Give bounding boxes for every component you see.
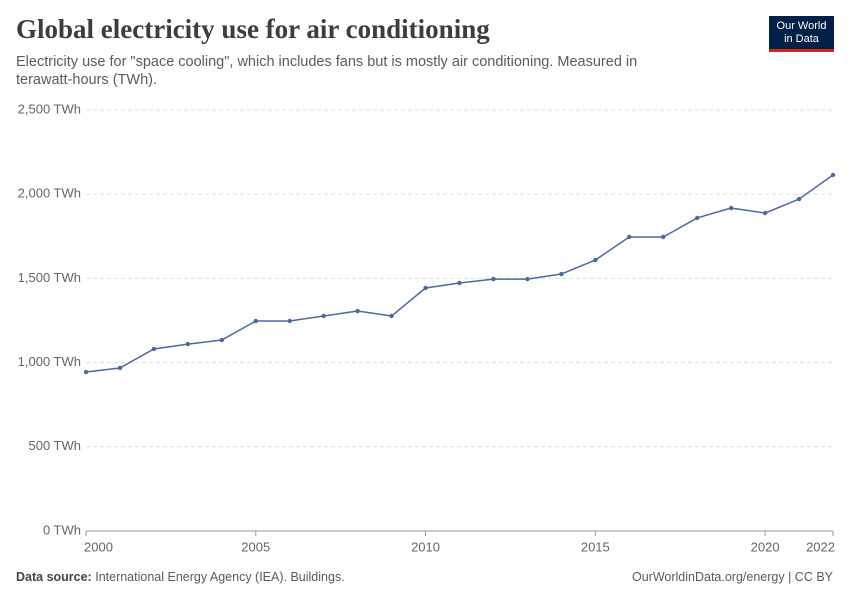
logo-line: Our World [776,20,827,32]
y-tick-label: 2,000 TWh [18,186,81,201]
footer-source: Data source: International Energy Agency… [16,570,345,584]
chart-title: Global electricity use for air condition… [16,14,490,44]
point [661,234,666,240]
point [762,210,768,216]
point [559,271,564,277]
x-tick-label: 2000 [84,539,113,554]
logo-line: in Data [784,33,819,45]
point [321,313,326,319]
source: International Energy Agency (IEA). Build… [95,570,345,584]
point [830,172,836,178]
y-tick-label: 1,500 TWh [18,270,81,285]
point [219,337,225,343]
y-tick-label: 0 TWh [43,522,81,537]
x-tick-label: 2005 [241,539,270,554]
line [85,174,834,373]
point [253,318,258,324]
chart-subtitle: Electricity use for "space cooling", whi… [16,54,638,88]
point [355,308,360,314]
x-tick-label: 2015 [581,539,610,554]
point [287,318,292,324]
source-label: Data source: [16,570,92,584]
point [593,257,598,263]
chart: 0 TWh 500 TWh 1,000 TWh 1,500 TWh 2,000 TWh 2… [18,101,836,554]
footer-link[interactable]: OurWorldinData.org/energy | CC BY [631,570,833,584]
point [525,276,530,282]
y-tick-label: 500 TWh [28,438,81,453]
point [389,313,394,319]
x-tick-label: 2020 [751,539,780,554]
point [457,280,462,286]
x-tick-label: 2022 [806,539,835,554]
point [491,276,496,282]
point [117,365,123,371]
logo[interactable]: Our World in Data [769,16,834,52]
point [728,205,734,211]
point [694,215,700,221]
point [627,234,632,240]
point [151,346,157,352]
point [83,369,89,375]
y-tick-label: 1,000 TWh [18,354,81,369]
point [185,341,191,347]
point [796,196,802,202]
y-tick-label: 2,500 TWh [18,101,81,116]
x-tick-label: 2010 [411,539,440,554]
point [423,285,428,291]
